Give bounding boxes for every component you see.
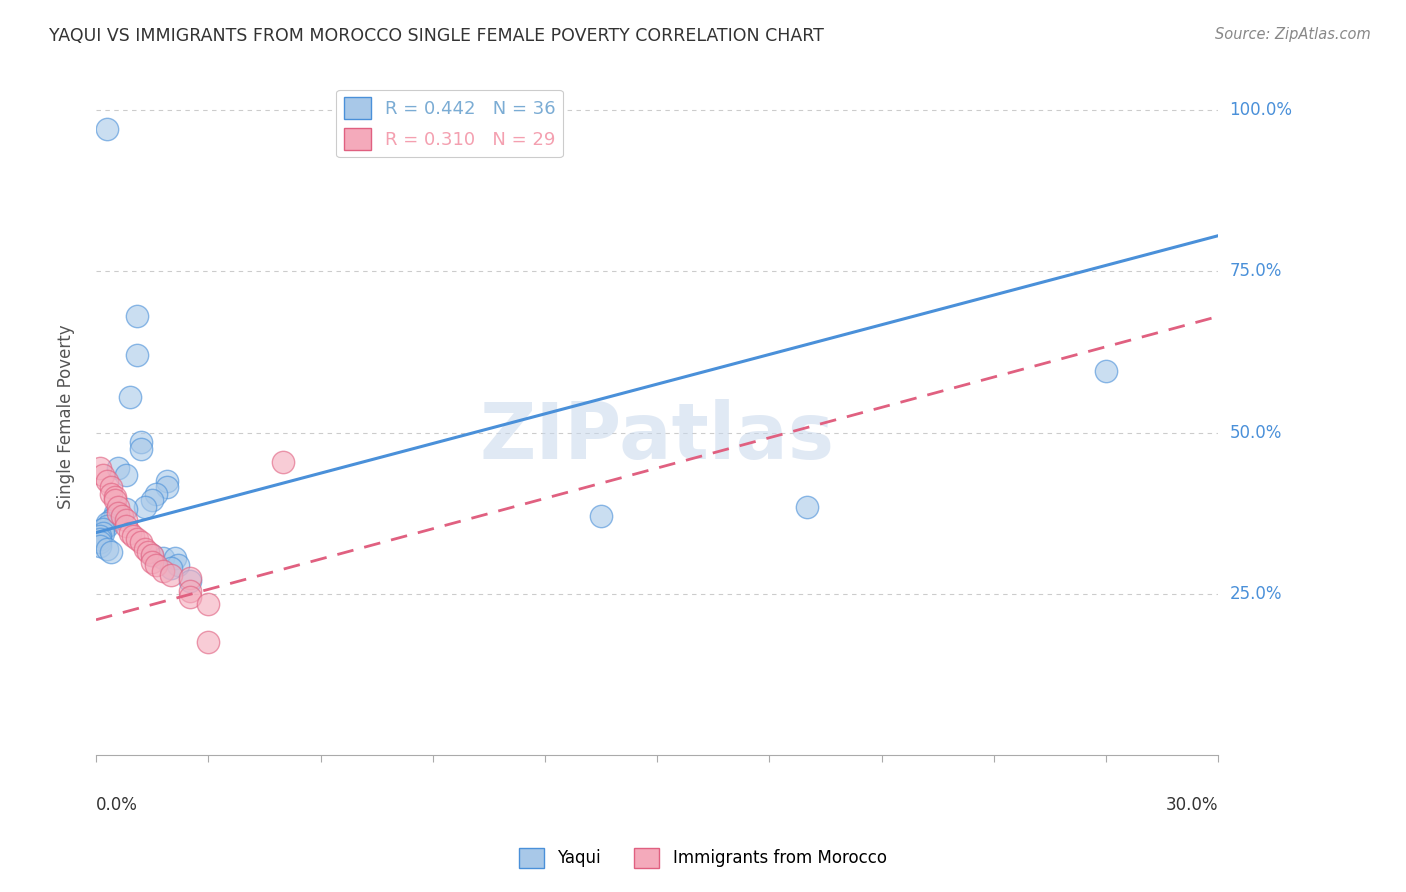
Point	[96, 516, 118, 530]
Point	[129, 535, 152, 549]
Point	[163, 551, 186, 566]
Point	[145, 558, 167, 572]
Point	[104, 493, 127, 508]
Point	[167, 558, 190, 572]
Point	[100, 480, 122, 494]
Text: 30.0%: 30.0%	[1166, 796, 1219, 814]
Point	[115, 513, 138, 527]
Y-axis label: Single Female Poverty: Single Female Poverty	[58, 324, 75, 508]
Point	[152, 551, 174, 566]
Point	[156, 474, 179, 488]
Point	[179, 574, 201, 588]
Text: Source: ZipAtlas.com: Source: ZipAtlas.com	[1215, 27, 1371, 42]
Point	[152, 565, 174, 579]
Point	[138, 545, 160, 559]
Text: 25.0%: 25.0%	[1230, 585, 1282, 603]
Point	[796, 500, 818, 514]
Point	[115, 467, 138, 482]
Point	[89, 535, 111, 549]
Point	[179, 571, 201, 585]
Point	[271, 454, 294, 468]
Point	[93, 525, 115, 540]
Point	[1095, 364, 1118, 378]
Point	[93, 522, 115, 536]
Point	[129, 442, 152, 456]
Point	[141, 493, 163, 508]
Point	[107, 506, 129, 520]
Point	[89, 532, 111, 546]
Point	[100, 513, 122, 527]
Point	[160, 567, 183, 582]
Point	[160, 561, 183, 575]
Point	[129, 435, 152, 450]
Point	[156, 480, 179, 494]
Point	[122, 529, 145, 543]
Point	[96, 122, 118, 136]
Text: 100.0%: 100.0%	[1230, 101, 1292, 119]
Point	[89, 529, 111, 543]
Point	[96, 519, 118, 533]
Point	[127, 348, 149, 362]
Text: 50.0%: 50.0%	[1230, 424, 1282, 442]
Point	[141, 548, 163, 562]
Point	[104, 509, 127, 524]
Point	[197, 597, 219, 611]
Point	[115, 519, 138, 533]
Legend: Yaqui, Immigrants from Morocco: Yaqui, Immigrants from Morocco	[513, 841, 893, 875]
Point	[96, 541, 118, 556]
Point	[107, 461, 129, 475]
Point	[118, 525, 141, 540]
Text: 75.0%: 75.0%	[1230, 262, 1282, 280]
Point	[134, 500, 156, 514]
Point	[115, 501, 138, 516]
Point	[100, 487, 122, 501]
Point	[100, 545, 122, 559]
Point	[141, 555, 163, 569]
Point	[104, 490, 127, 504]
Point	[134, 541, 156, 556]
Text: ZIPatlas: ZIPatlas	[479, 399, 835, 475]
Text: 0.0%: 0.0%	[96, 796, 138, 814]
Point	[127, 532, 149, 546]
Point	[89, 539, 111, 553]
Point	[107, 500, 129, 514]
Point	[96, 474, 118, 488]
Point	[591, 509, 613, 524]
Point	[118, 390, 141, 404]
Point	[89, 461, 111, 475]
Point	[111, 509, 134, 524]
Point	[145, 487, 167, 501]
Point	[197, 635, 219, 649]
Point	[179, 590, 201, 604]
Point	[127, 310, 149, 324]
Point	[179, 583, 201, 598]
Point	[141, 548, 163, 562]
Point	[93, 467, 115, 482]
Legend: R = 0.442   N = 36, R = 0.310   N = 29: R = 0.442 N = 36, R = 0.310 N = 29	[336, 90, 562, 157]
Text: YAQUI VS IMMIGRANTS FROM MOROCCO SINGLE FEMALE POVERTY CORRELATION CHART: YAQUI VS IMMIGRANTS FROM MOROCCO SINGLE …	[49, 27, 824, 45]
Point	[104, 506, 127, 520]
